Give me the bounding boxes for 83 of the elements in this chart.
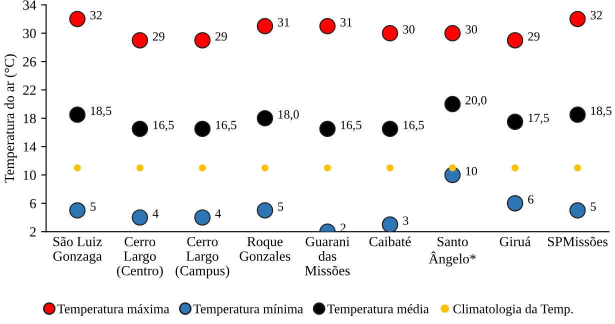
data-label: 30 [403,25,415,34]
point [569,202,586,219]
point [319,120,336,138]
data-label: 29 [152,32,164,41]
data-label: 30 [466,25,478,34]
y-tick-label: 2 [30,227,36,236]
point [382,216,398,232]
point [194,32,211,48]
x-tick-label: Giruá [500,236,531,246]
data-label: 4 [152,209,158,218]
data-label: 32 [90,10,102,20]
data-label: 32 [590,10,602,20]
point [506,114,524,130]
data-label: 3 [403,216,408,225]
data-label: 29 [215,32,227,41]
point [506,195,524,212]
point [512,164,519,172]
data-label: 31 [340,18,352,26]
point [256,18,274,34]
x-tick-label: São Luiz Gonzaga [53,236,102,264]
data-label: 18,0 [278,110,299,120]
point [69,202,86,219]
point [132,209,148,226]
point [69,106,86,123]
point [449,164,456,172]
y-axis-title: Temperatura do ar (°C) [4,54,17,183]
x-tick-label: Cerro Largo (Campus) [176,236,230,278]
y-tick-label: 26 [23,57,36,67]
legend-label: Temperatura máxima [57,304,170,316]
legend-label: Temperatura média [327,304,429,316]
x-tick-label: Cerro Largo (Centro) [116,236,163,278]
point [132,120,148,138]
point [506,32,524,48]
point [569,10,586,28]
point [136,164,144,172]
data-label: 16,5 [404,120,424,132]
point [194,120,211,138]
x-tick-label: Caibaté [369,236,411,246]
y-tick-label: 18 [24,114,36,124]
legend-label: Temperatura mínima [193,304,304,316]
point [382,120,398,138]
point [324,164,331,172]
data-label: 16,5 [341,120,362,132]
y-tick-label: 22 [23,86,36,95]
data-label: 20,0 [466,96,486,106]
x-tick-label: Guarani das Missões [305,236,350,276]
point [444,96,461,112]
point [386,164,394,172]
data-label: 5 [90,202,96,211]
data-label: 17,5 [528,114,549,124]
point [69,10,86,28]
data-label: 5 [590,202,596,211]
y-tick-label: 10 [24,170,36,180]
point [444,25,461,42]
point [256,202,274,219]
legend-label: Climatologia da Temp. [453,304,573,316]
point [382,25,398,42]
data-label: 16,5 [216,120,236,132]
point [74,164,81,172]
point [319,18,336,34]
x-tick-label: Roque Gonzales [240,237,290,261]
point [574,164,582,172]
data-label: 18,5 [591,106,612,117]
data-label: 5 [278,202,284,211]
point [261,164,268,172]
point [256,110,274,126]
y-tick-label: 6 [30,198,36,208]
x-tick-label: SPMissões [548,236,608,246]
data-label: 16,5 [154,120,174,132]
y-tick-label: 14 [24,142,36,152]
data-label: 4 [215,209,221,218]
data-label: 29 [528,32,540,41]
point [569,106,586,123]
data-label: 18,5 [90,106,112,117]
data-label: 31 [278,18,290,26]
point [198,164,206,172]
point [132,32,148,48]
point [194,209,211,226]
data-label: 6 [528,195,534,204]
y-tick-label: 34 [23,0,36,10]
y-tick-label: 30 [23,28,36,38]
x-tick-label: Santo Ângelo* [428,236,476,266]
data-label: 10 [466,166,478,176]
